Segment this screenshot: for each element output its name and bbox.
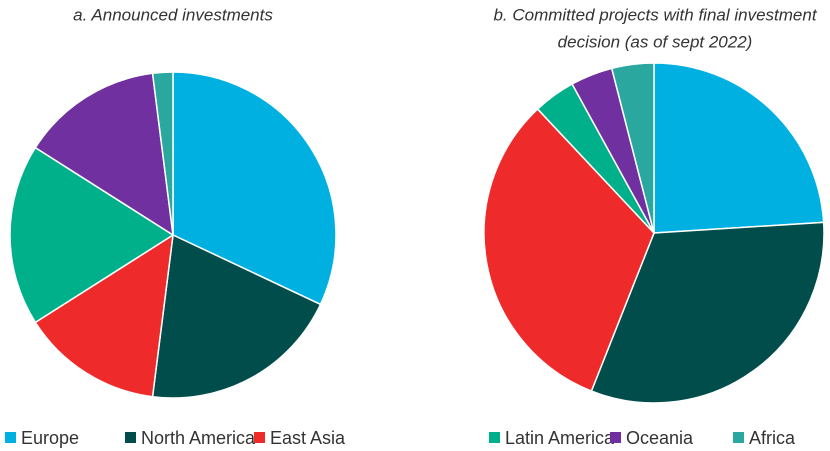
chart-title: b. Committed projects with final investm… [493,5,817,24]
legend-swatch [5,432,16,443]
pie-slice [653,62,825,234]
chart-title: a. Announced investments [73,5,273,24]
pie-slice [34,233,174,398]
legend-swatch [125,432,136,443]
pie-slice [610,62,655,234]
legend-label: East Asia [270,428,346,448]
legend-label: North America [141,428,256,448]
legend-label: Europe [21,428,79,448]
pie-slice [172,71,337,306]
pie-slice [9,146,175,324]
legend-swatch [254,432,265,443]
pie-slice [590,221,825,404]
pie-slice [151,233,322,399]
chart-title: decision (as of sept 2022) [558,32,753,51]
legend-label: Africa [749,428,796,448]
legend-label: Latin America [505,428,615,448]
pie-slice [34,72,174,237]
pie-slice [151,71,174,236]
legend-swatch [610,432,621,443]
legend-swatch [733,432,744,443]
legend-swatch [489,432,500,443]
legend-label: Oceania [626,428,694,448]
pie-slice [483,108,655,393]
